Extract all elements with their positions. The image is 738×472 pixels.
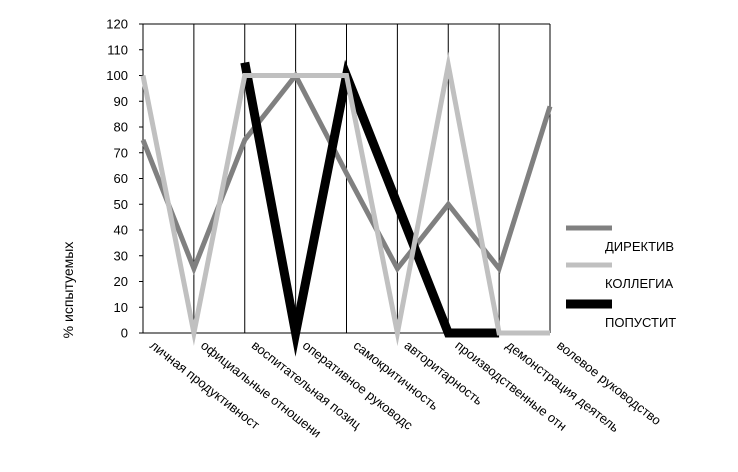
y-tick-label: 80 <box>114 120 128 135</box>
y-tick-label: 60 <box>114 171 128 186</box>
y-tick-label: 90 <box>114 94 128 109</box>
y-tick-label: 30 <box>114 248 128 263</box>
y-tick-labels: 0 10 20 30 40 50 60 70 80 90 100 110 120 <box>106 17 128 341</box>
y-tick-label: 50 <box>114 197 128 212</box>
legend: ДИРЕКТИВ КОЛЛЕГИА ПОПУСТИТ <box>566 225 676 330</box>
y-axis-label: % испытуемых <box>60 242 76 339</box>
series-lines <box>140 51 553 357</box>
y-tick-label: 20 <box>114 274 128 289</box>
y-tick-label: 40 <box>114 223 128 238</box>
series-line-2 <box>240 59 500 357</box>
legend-label-1: КОЛЛЕГИА <box>605 276 674 291</box>
legend-label-2: ПОПУСТИТ <box>605 315 676 330</box>
x-tick-label: самокритичность <box>351 338 442 414</box>
y-tick-label: 110 <box>107 42 128 57</box>
y-tick-label: 0 <box>121 326 128 341</box>
y-tick-label: 100 <box>106 68 128 83</box>
y-tick-label: 120 <box>106 17 128 32</box>
legend-label-0: ДИРЕКТИВ <box>605 239 674 254</box>
y-tick-label: 70 <box>114 145 128 160</box>
series-line-1 <box>140 51 550 347</box>
y-tick-label: 10 <box>114 300 128 315</box>
